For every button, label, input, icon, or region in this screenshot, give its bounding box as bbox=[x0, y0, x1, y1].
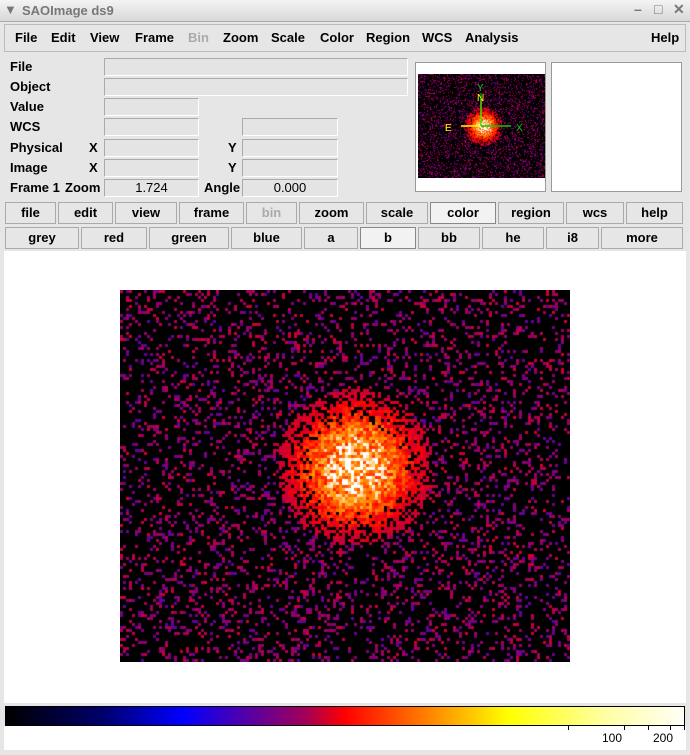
button-region[interactable]: region bbox=[498, 202, 564, 224]
frame-label: Frame 1 bbox=[10, 180, 60, 195]
panner[interactable]: Y N E X bbox=[415, 62, 546, 192]
button-view[interactable]: view bbox=[115, 202, 177, 224]
button-he[interactable]: he bbox=[482, 227, 544, 249]
window-menu-icon[interactable]: ▼ bbox=[4, 2, 17, 17]
menu-view[interactable]: View bbox=[90, 30, 120, 45]
colorbar-label-200: 200 bbox=[653, 731, 674, 745]
button-i8[interactable]: i8 bbox=[546, 227, 599, 249]
colorbar-label-100: 100 bbox=[602, 731, 623, 745]
value-field bbox=[104, 98, 199, 116]
menu-analysis[interactable]: Analysis bbox=[465, 30, 519, 45]
menu-help[interactable]: Help bbox=[651, 30, 680, 45]
button-edit[interactable]: edit bbox=[58, 202, 113, 224]
file-label: File bbox=[10, 59, 33, 74]
button-more[interactable]: more bbox=[601, 227, 683, 249]
menu-edit[interactable]: Edit bbox=[51, 30, 76, 45]
button-wcs[interactable]: wcs bbox=[566, 202, 624, 224]
button-b[interactable]: b bbox=[360, 227, 416, 249]
menu-zoom[interactable]: Zoom bbox=[223, 30, 259, 45]
menu-color[interactable]: Color bbox=[320, 30, 354, 45]
close-icon[interactable]: ✕ bbox=[673, 1, 685, 17]
object-field bbox=[104, 78, 408, 96]
button-file[interactable]: file bbox=[5, 202, 56, 224]
zoom-label: Zoom bbox=[65, 180, 101, 195]
object-label: Object bbox=[10, 79, 51, 94]
image-display[interactable] bbox=[4, 251, 686, 703]
button-help[interactable]: help bbox=[626, 202, 683, 224]
title-bar: ▼ SAOImage ds9 – □ ✕ bbox=[0, 0, 690, 22]
button-scale[interactable]: scale bbox=[366, 202, 428, 224]
image-x-field bbox=[104, 159, 199, 177]
button-grey[interactable]: grey bbox=[5, 227, 79, 249]
window-title: SAOImage ds9 bbox=[22, 3, 114, 18]
wcs-x-field bbox=[104, 118, 199, 136]
physical-x-field bbox=[104, 139, 199, 157]
button-red[interactable]: red bbox=[81, 227, 147, 249]
angle-field: 0.000 bbox=[242, 179, 338, 197]
button-color[interactable]: color bbox=[430, 202, 496, 224]
physical-x-label: X bbox=[89, 140, 98, 155]
value-label: Value bbox=[10, 99, 44, 114]
button-frame[interactable]: frame bbox=[179, 202, 244, 224]
minimize-icon[interactable]: – bbox=[634, 1, 642, 17]
compass: Y N E X bbox=[445, 83, 523, 134]
menu-wcs[interactable]: WCS bbox=[422, 30, 453, 45]
maximize-icon[interactable]: □ bbox=[654, 1, 663, 17]
button-a[interactable]: a bbox=[304, 227, 358, 249]
colorbar bbox=[5, 706, 685, 726]
compass-x: X bbox=[516, 123, 523, 134]
menu-bar: File Edit View Frame Bin Zoom Scale Colo… bbox=[4, 24, 686, 52]
button-bin: bin bbox=[246, 202, 297, 224]
physical-y-label: Y bbox=[228, 140, 237, 155]
image-y-field bbox=[242, 159, 338, 177]
compass-e: E bbox=[445, 123, 452, 134]
image-label: Image bbox=[10, 160, 48, 175]
colorbar-scale: 100 200 bbox=[4, 726, 686, 750]
angle-label: Angle bbox=[204, 180, 241, 195]
menu-frame[interactable]: Frame bbox=[135, 30, 175, 45]
zoom-field: 1.724 bbox=[104, 179, 199, 197]
compass-y: Y bbox=[477, 83, 484, 94]
fits-image[interactable] bbox=[120, 290, 570, 662]
menu-scale[interactable]: Scale bbox=[271, 30, 305, 45]
file-field bbox=[104, 58, 408, 76]
compass-n: N bbox=[477, 93, 484, 104]
wcs-y-field bbox=[242, 118, 338, 136]
button-bb[interactable]: bb bbox=[418, 227, 480, 249]
physical-y-field bbox=[242, 139, 338, 157]
image-y-label: Y bbox=[228, 160, 237, 175]
menu-region[interactable]: Region bbox=[366, 30, 411, 45]
wcs-label: WCS bbox=[10, 119, 41, 134]
physical-label: Physical bbox=[10, 140, 63, 155]
magnifier bbox=[551, 62, 682, 192]
menu-file[interactable]: File bbox=[15, 30, 38, 45]
image-x-label: X bbox=[89, 160, 98, 175]
button-green[interactable]: green bbox=[149, 227, 229, 249]
button-zoom[interactable]: zoom bbox=[299, 202, 364, 224]
menu-bin: Bin bbox=[188, 30, 209, 45]
button-blue[interactable]: blue bbox=[231, 227, 302, 249]
